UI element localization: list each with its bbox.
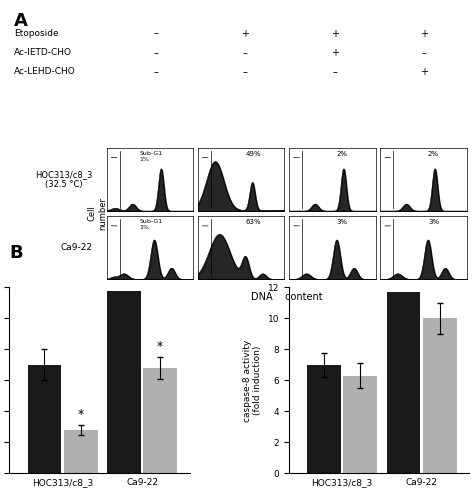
Bar [143, 368, 177, 473]
Text: +: + [331, 29, 339, 39]
Bar [107, 290, 141, 473]
Bar [64, 430, 98, 473]
Text: Ac-IETD-CHO: Ac-IETD-CHO [14, 48, 72, 57]
Text: 49%: 49% [246, 151, 261, 157]
Y-axis label: caspase-8 activity
(fold induction): caspase-8 activity (fold induction) [243, 339, 262, 422]
Text: 2%: 2% [337, 151, 348, 157]
Bar [423, 319, 456, 473]
Text: A: A [14, 12, 28, 30]
Text: –: – [153, 67, 158, 77]
Text: Ca9-22: Ca9-22 [60, 243, 92, 252]
Text: B: B [9, 244, 23, 262]
Text: +: + [241, 29, 249, 39]
Text: +: + [420, 67, 428, 77]
Text: 63%: 63% [246, 219, 261, 225]
Text: +: + [331, 48, 339, 58]
Bar [307, 365, 341, 473]
Text: *: * [77, 407, 84, 421]
Text: –: – [243, 48, 247, 58]
Text: DNA    content: DNA content [251, 292, 323, 302]
Text: *: * [157, 340, 163, 352]
Text: Etoposide: Etoposide [14, 29, 59, 38]
Text: Ac-LEHD-CHO: Ac-LEHD-CHO [14, 67, 76, 76]
Text: –: – [332, 67, 337, 77]
Text: –: – [153, 48, 158, 58]
Text: +: + [420, 29, 428, 39]
Text: 3%: 3% [428, 219, 439, 225]
Text: Sub-G1
1%: Sub-G1 1% [139, 151, 163, 162]
Text: –: – [153, 29, 158, 39]
Bar [343, 376, 377, 473]
Text: HOC313/c8_3
(32.5 °C): HOC313/c8_3 (32.5 °C) [35, 170, 92, 189]
Text: Sub-G1
1%: Sub-G1 1% [139, 219, 163, 230]
Text: –: – [422, 48, 427, 58]
Bar [27, 365, 62, 473]
Text: 2%: 2% [428, 151, 439, 157]
Text: Cell
number: Cell number [88, 197, 107, 230]
Bar [386, 292, 420, 473]
Text: 3%: 3% [337, 219, 348, 225]
Text: –: – [243, 67, 247, 77]
